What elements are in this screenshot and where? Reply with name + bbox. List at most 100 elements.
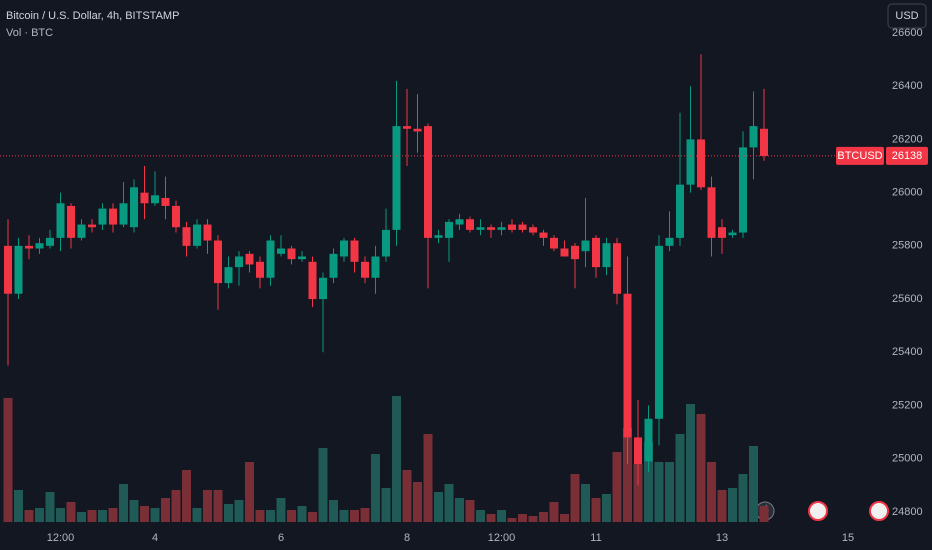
volume-bar <box>308 512 317 522</box>
volume-bar <box>665 462 674 522</box>
volume-bar <box>245 462 254 522</box>
volume-bar <box>633 464 643 522</box>
volume-bar <box>612 452 622 522</box>
candle-body <box>497 227 506 230</box>
candle-body <box>151 195 159 204</box>
candle-body <box>718 227 726 238</box>
volume-bar <box>591 498 601 522</box>
candle-body <box>4 245 12 294</box>
volume-bar <box>654 462 664 522</box>
volume-bar <box>486 514 496 522</box>
volume-bar <box>434 492 443 522</box>
volume-bar <box>455 498 464 522</box>
candle-body <box>161 197 170 206</box>
volume-label: Vol · BTC <box>6 27 53 39</box>
candle-body <box>287 248 296 260</box>
candle-body <box>319 277 327 300</box>
y-tick-label: 25800 <box>892 240 923 252</box>
candle-body <box>665 237 674 246</box>
candle-body <box>455 219 464 225</box>
volume-bar <box>224 504 233 522</box>
candle-body <box>25 245 33 249</box>
volume-bar <box>192 508 202 522</box>
currency-label[interactable]: USD <box>895 10 918 22</box>
volume-bar <box>402 470 412 522</box>
candle-body <box>350 240 359 262</box>
volume-bar <box>182 470 191 522</box>
volume-bar <box>14 490 23 522</box>
y-tick-label: 25600 <box>892 293 923 305</box>
volume-bar <box>45 492 55 522</box>
volume-bar <box>350 510 359 522</box>
x-tick-label: 6 <box>278 532 284 544</box>
candle-body <box>760 128 768 156</box>
y-tick-label: 26200 <box>892 133 923 145</box>
volume-bar <box>675 434 685 522</box>
volume-bar <box>371 454 380 522</box>
x-tick-label: 12:00 <box>488 532 516 544</box>
volume-bar <box>287 510 296 522</box>
candle-body <box>518 224 527 230</box>
candle-body <box>392 126 401 230</box>
candle-body <box>172 205 180 228</box>
volume-bar <box>140 506 149 522</box>
volume-bar <box>560 514 569 522</box>
symbol-tag: BTCUSD <box>837 150 882 162</box>
candle-body <box>67 205 75 238</box>
candle-body <box>539 232 548 238</box>
candle-body <box>739 147 747 233</box>
candle-body <box>581 240 590 252</box>
volume-bar <box>108 508 118 522</box>
candle-body <box>56 203 65 238</box>
candle-body <box>35 243 44 249</box>
candle-body <box>371 256 380 278</box>
volume-bar <box>602 494 611 522</box>
candle-body <box>109 208 117 225</box>
volume-bar <box>3 398 13 522</box>
volume-bar <box>623 428 632 522</box>
event-icons <box>755 501 889 521</box>
candle-body <box>130 187 138 228</box>
y-tick-label: 26000 <box>892 187 923 199</box>
price-tag-bg <box>886 146 928 165</box>
candle-body <box>728 232 737 236</box>
volume-bar <box>686 404 695 522</box>
y-tick-label: 26600 <box>892 27 923 39</box>
candle-body <box>487 227 495 230</box>
volume-bar <box>266 510 275 522</box>
candle-body <box>613 243 621 294</box>
volume-bar <box>255 510 265 522</box>
candle-body <box>466 219 474 230</box>
candle-body <box>686 139 695 185</box>
candle-body <box>340 240 348 257</box>
volume-bar <box>66 502 76 522</box>
volume-bar <box>696 414 706 522</box>
volume-bar <box>119 484 128 522</box>
candle-body <box>214 240 222 284</box>
volume-bar <box>297 506 307 522</box>
volume-bar <box>423 434 433 522</box>
volume-bar <box>98 510 107 522</box>
volume-bar <box>360 508 370 522</box>
candle-body <box>77 224 86 238</box>
volume-bar <box>35 508 44 522</box>
volume-bar <box>549 502 559 522</box>
symbol-tag-bg <box>836 146 884 165</box>
candle-body <box>46 237 54 246</box>
candle-body <box>623 293 632 438</box>
candle-body <box>550 237 558 249</box>
currency-button[interactable] <box>887 3 927 29</box>
candle-body <box>413 128 422 132</box>
candle-body <box>298 256 306 260</box>
volume-bar <box>539 512 548 522</box>
y-tick-label: 26400 <box>892 80 923 92</box>
volume-bar <box>161 498 170 522</box>
candle-body <box>14 245 23 294</box>
price-tag: 26138 <box>892 150 923 162</box>
candle-body <box>382 229 390 257</box>
candle-body <box>602 243 611 268</box>
candle-body <box>403 126 411 129</box>
y-tick-label: 24800 <box>892 506 923 518</box>
volume-bar <box>318 448 328 522</box>
candle-body <box>571 245 579 260</box>
